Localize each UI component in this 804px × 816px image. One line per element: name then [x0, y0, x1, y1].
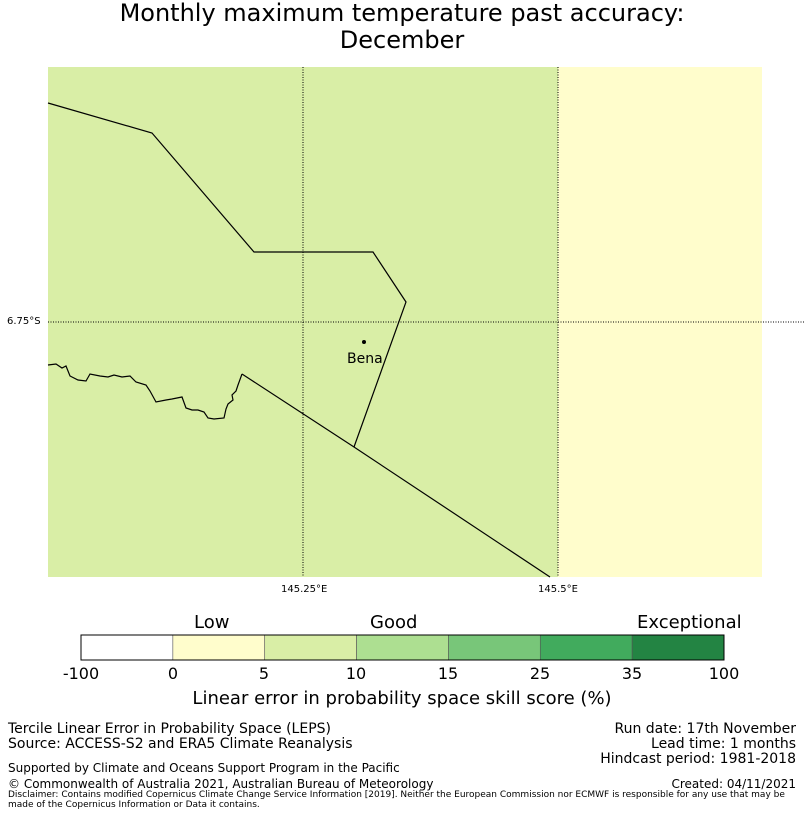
- run-date: Run date: 17th November: [614, 721, 797, 737]
- colorbar-segment: [356, 634, 449, 661]
- category-low: Low: [194, 612, 230, 633]
- river-coastline: [47, 363, 243, 420]
- colorbar-segment: [631, 634, 725, 661]
- colorbar-tick-label: 25: [529, 664, 551, 683]
- support-note: Supported by Climate and Oceans Support …: [8, 761, 400, 775]
- lat-tick-label: 6.75°S: [7, 316, 41, 327]
- colorbar-outline: [80, 634, 725, 661]
- category-good: Good: [370, 612, 418, 633]
- colorbar-segment: [264, 634, 357, 661]
- colorbar: [80, 634, 725, 661]
- colorbar-tick-label: 15: [437, 664, 459, 683]
- colorbar-tick-label: -100: [62, 664, 100, 683]
- title-line-1: Monthly maximum temperature past accurac…: [119, 0, 685, 27]
- map-panel: [47, 67, 804, 578]
- colorbar-segment: [172, 634, 266, 661]
- data-source: Source: ACCESS-S2 and ERA5 Climate Reana…: [8, 736, 353, 752]
- created-date: Created: 04/11/2021: [671, 777, 796, 791]
- leps-description: Tercile Linear Error in Probability Spac…: [8, 721, 331, 737]
- province-boundary: [47, 102, 407, 448]
- category-exceptional: Exceptional: [637, 612, 742, 633]
- colorbar-label: Linear error in probability space skill …: [192, 688, 612, 709]
- lead-time: Lead time: 1 months: [651, 736, 796, 752]
- lon-tick-label-1: 145.25°E: [281, 584, 328, 595]
- place-label-bena: Bena: [347, 351, 383, 367]
- chart-title: Monthly maximum temperature past accurac…: [0, 0, 804, 54]
- colorbar-tick-label: 100: [708, 664, 740, 683]
- disclaimer: Disclaimer: Contains modified Copernicus…: [8, 790, 785, 810]
- hindcast-period: Hindcast period: 1981-2018: [600, 751, 796, 767]
- title-line-2: December: [339, 26, 465, 54]
- colorbar-tick-label: 10: [345, 664, 367, 683]
- colorbar-tick-label: 35: [621, 664, 643, 683]
- colorbar-tick-label: 0: [167, 664, 179, 683]
- copyright: © Commonwealth of Australia 2021, Austra…: [8, 777, 434, 791]
- province-boundary-south: [241, 373, 551, 578]
- colorbar-segment: [539, 634, 633, 661]
- colorbar-segment: [448, 634, 541, 661]
- colorbar-tick-label: 5: [258, 664, 270, 683]
- colorbar-segment: [80, 634, 174, 661]
- bena-marker: [362, 340, 366, 344]
- lon-tick-label-2: 145.5°E: [538, 584, 578, 595]
